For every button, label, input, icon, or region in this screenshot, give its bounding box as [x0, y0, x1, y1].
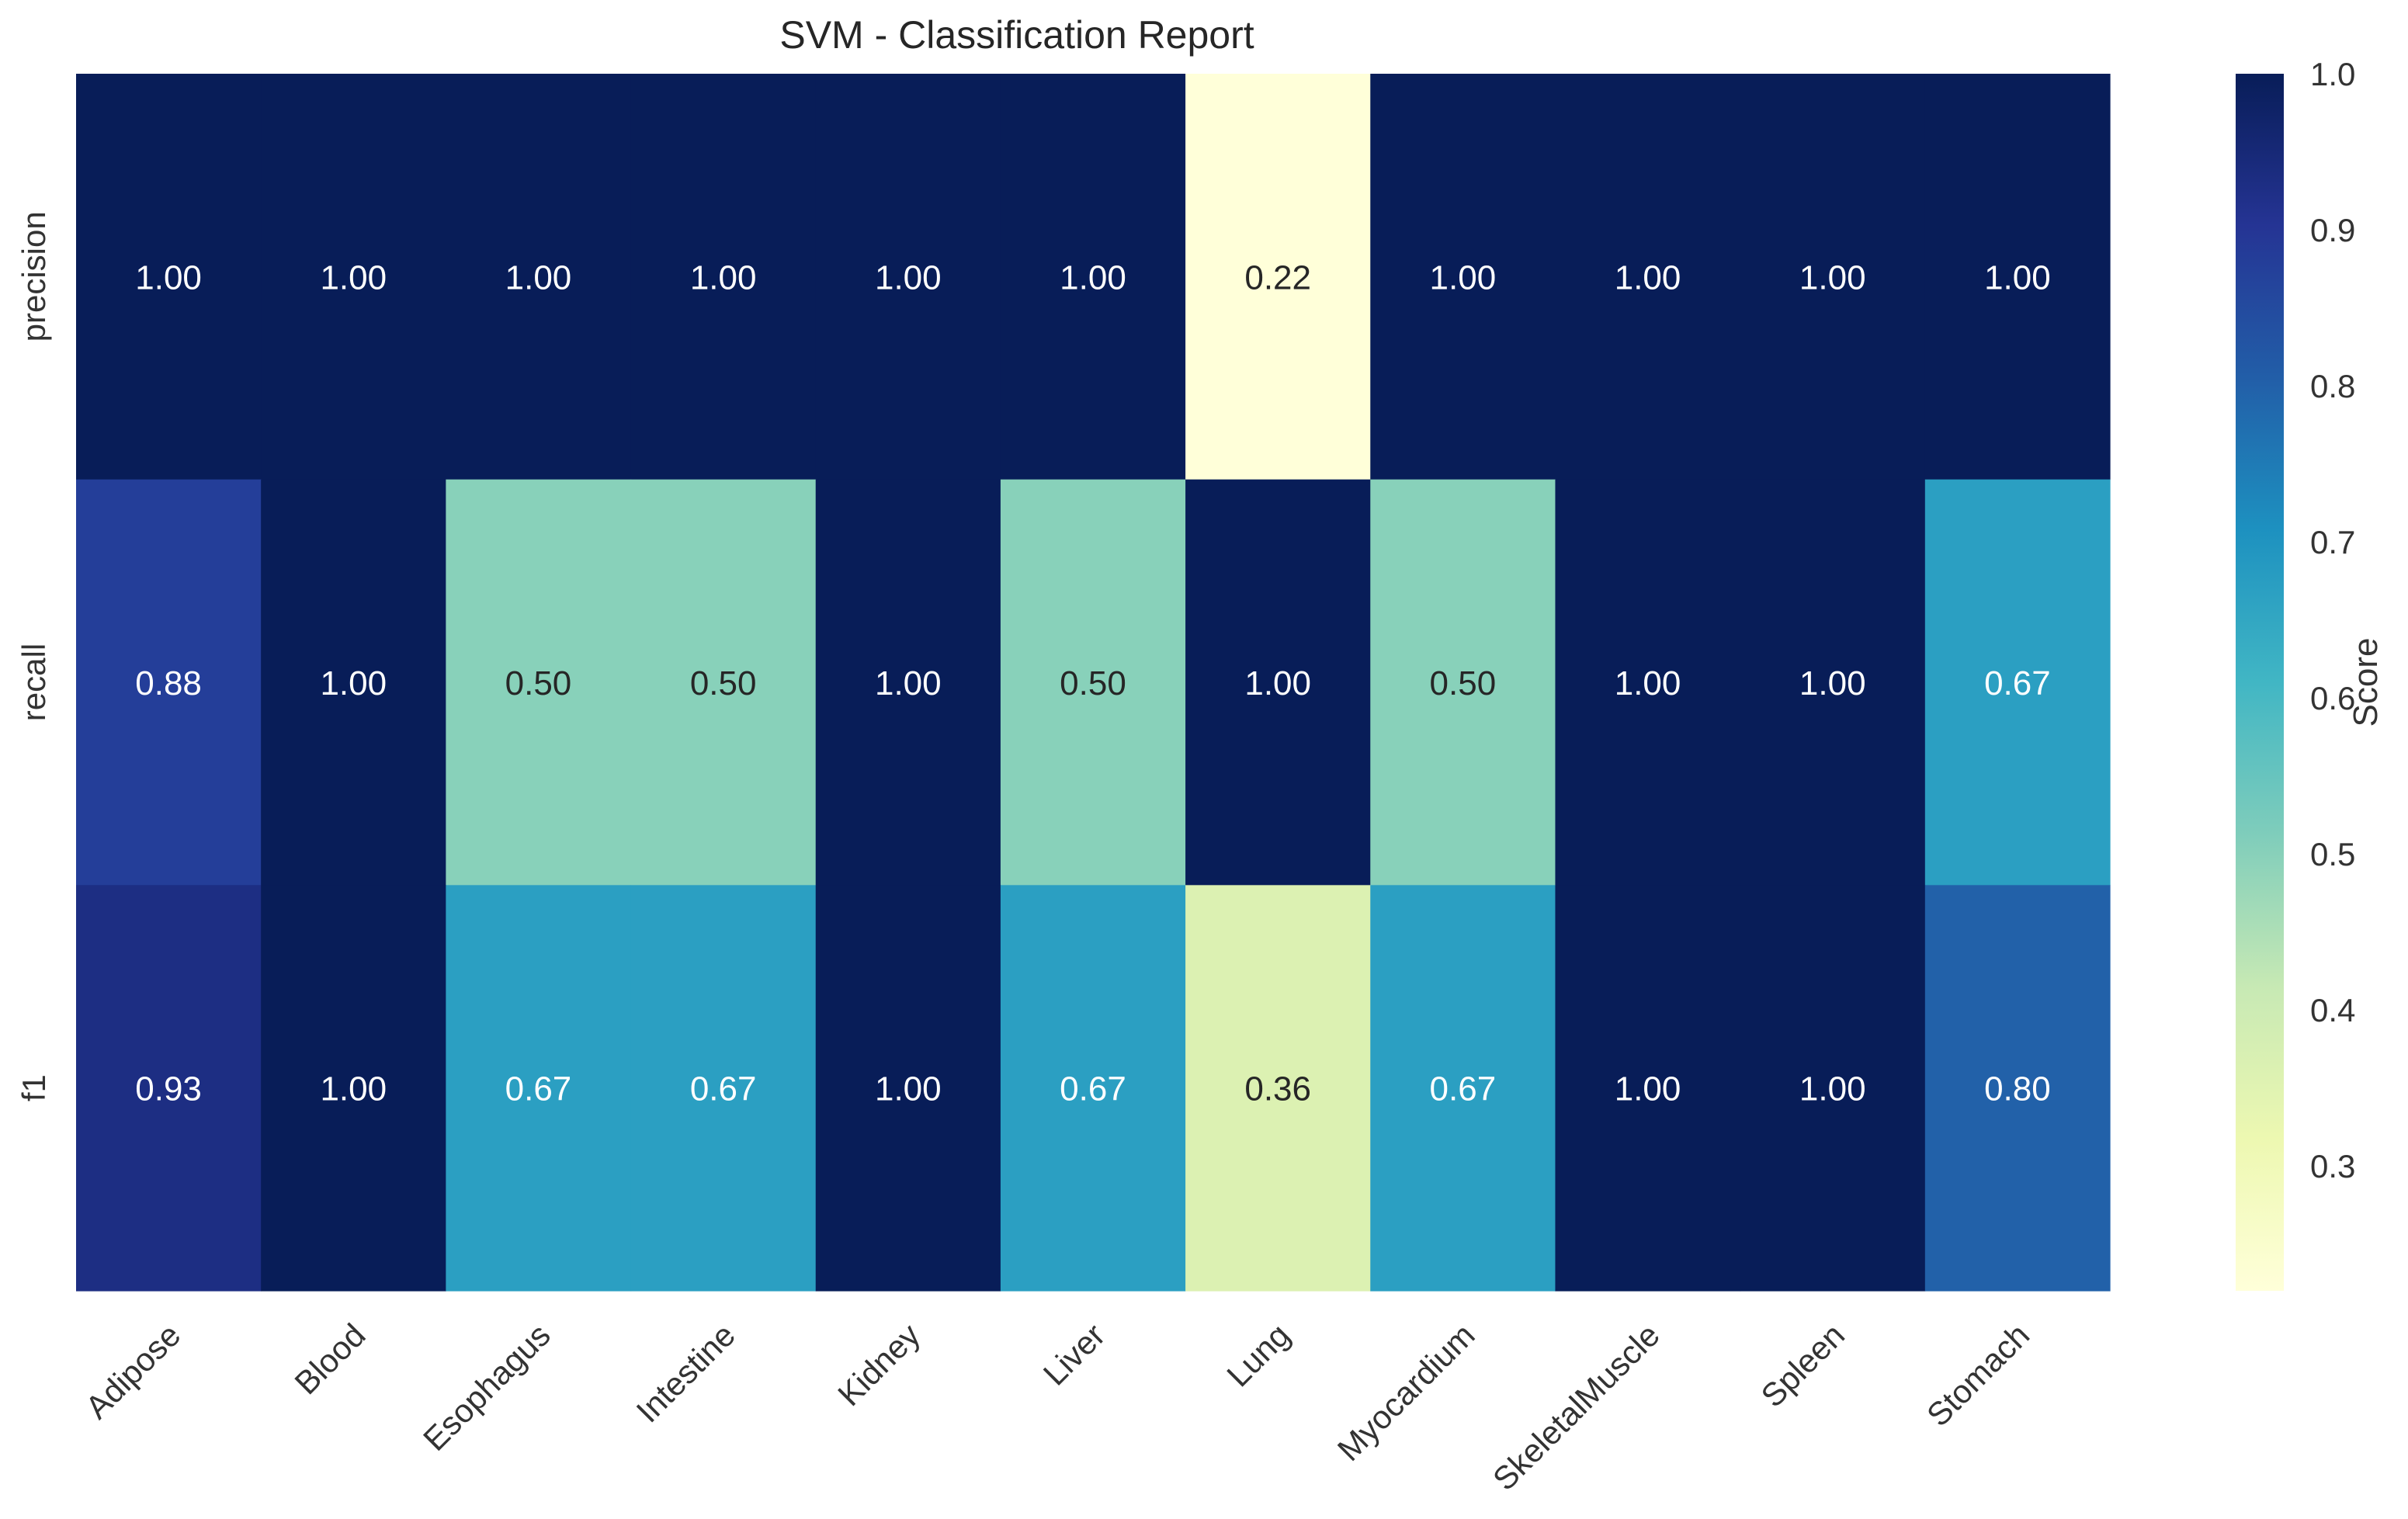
colorbar-gradient [2236, 74, 2284, 1291]
row-label: precision [16, 211, 52, 342]
cell-value: 1.00 [690, 258, 757, 297]
chart-title: SVM - Classification Report [779, 13, 1254, 57]
colorbar-tick-label: 0.7 [2310, 524, 2355, 560]
cell-value: 0.67 [1060, 1070, 1126, 1108]
cell-value: 0.67 [505, 1070, 572, 1108]
cell-value: 1.00 [135, 258, 202, 297]
heatmap-cell [1370, 74, 1556, 480]
colorbar-tick-label: 0.8 [2310, 368, 2355, 404]
cell-value: 1.00 [320, 1070, 387, 1108]
cell-value: 0.36 [1244, 1070, 1311, 1108]
colorbar-tick-label: 0.4 [2310, 992, 2355, 1028]
heatmap-cell [1924, 74, 2111, 480]
colorbar-tick-label: 0.3 [2310, 1148, 2355, 1184]
heatmap-cell [630, 885, 817, 1292]
heatmap-cell [815, 74, 1001, 480]
heatmap-cell [76, 885, 262, 1292]
heatmap-cell [1924, 479, 2111, 886]
column-label: Esophagus [416, 1316, 557, 1458]
heatmap-cell [1185, 74, 1371, 480]
heatmap-cell [815, 479, 1001, 886]
colorbar: 1.0 0.9 0.8 0.7 0.6 0.5 0.4 0.3 Score [2236, 56, 2385, 1291]
heatmap-cell [630, 479, 817, 886]
column-label: Stomach [1920, 1316, 2036, 1433]
heatmap-cell [1924, 885, 2111, 1292]
heatmap-cell [1370, 885, 1556, 1292]
row-labels: precision recall f1 [16, 211, 52, 1101]
heatmap-cell [76, 74, 262, 480]
cell-value: 1.00 [875, 1070, 942, 1108]
colorbar-tick-label: 0.5 [2310, 836, 2355, 872]
cell-value-labels: 1.00 1.00 1.00 1.00 1.00 1.00 0.22 1.00 1.00 1.00… [135, 258, 2050, 1108]
cell-value: 0.88 [135, 664, 202, 702]
colorbar-tick-label: 0.9 [2310, 212, 2355, 248]
heatmap-cell [261, 885, 446, 1292]
column-label: SkeletalMuscle [1486, 1316, 1667, 1497]
cell-value: 1.00 [320, 258, 387, 297]
cell-value: 1.00 [1430, 258, 1497, 297]
heatmap-cell [76, 479, 262, 886]
heatmap-cell [1555, 479, 1741, 886]
heatmap-cell [1555, 885, 1741, 1292]
heatmap-cell [815, 885, 1001, 1292]
heatmap-cell [1370, 479, 1556, 886]
cell-value: 1.00 [320, 664, 387, 702]
column-label: Adipose [78, 1316, 188, 1426]
column-label: Intestine [629, 1316, 742, 1430]
heatmap-cell [446, 74, 632, 480]
cell-value: 1.00 [1615, 664, 1681, 702]
row-label: recall [16, 643, 52, 721]
heatmap-cells [76, 74, 2111, 1292]
cell-value: 0.67 [1430, 1070, 1497, 1108]
column-label: Myocardium [1331, 1316, 1482, 1468]
cell-value: 0.50 [690, 664, 757, 702]
cell-value: 0.50 [1430, 664, 1497, 702]
column-label: Lung [1220, 1316, 1296, 1393]
heatmap-cell [261, 479, 446, 886]
column-label: Blood [287, 1316, 372, 1401]
cell-value: 0.93 [135, 1070, 202, 1108]
column-label: Spleen [1754, 1316, 1851, 1414]
column-labels: Adipose Blood Esophagus Intestine Kidney Live… [78, 1316, 2036, 1497]
heatmap-cell [1740, 74, 1926, 480]
heatmap-cell [446, 885, 632, 1292]
cell-value: 0.22 [1244, 258, 1311, 297]
colorbar-tick-label: 1.0 [2310, 56, 2355, 92]
cell-value: 1.00 [875, 258, 942, 297]
cell-value: 0.50 [505, 664, 572, 702]
heatmap-cell [261, 74, 446, 480]
heatmap-cell [1185, 479, 1371, 886]
heatmap-cell [630, 74, 817, 480]
cell-value: 1.00 [1799, 664, 1866, 702]
cell-value: 1.00 [1060, 258, 1126, 297]
colorbar-tick-label: 0.6 [2310, 680, 2355, 716]
heatmap-cell [1185, 885, 1371, 1292]
row-label: f1 [16, 1074, 52, 1101]
heatmap-cell [446, 479, 632, 886]
heatmap-cell [1000, 885, 1186, 1292]
cell-value: 1.00 [505, 258, 572, 297]
heatmap-cell [1740, 479, 1926, 886]
heatmap-cell [1555, 74, 1741, 480]
column-label: Liver [1036, 1316, 1112, 1392]
cell-value: 1.00 [875, 664, 942, 702]
cell-value: 1.00 [1244, 664, 1311, 702]
cell-value: 1.00 [1984, 258, 2051, 297]
cell-value: 1.00 [1799, 1070, 1866, 1108]
heatmap-cell [1740, 885, 1926, 1292]
colorbar-label: Score [2347, 638, 2385, 727]
cell-value: 0.80 [1984, 1070, 2051, 1108]
cell-value: 0.67 [690, 1070, 757, 1108]
heatmap-cell [1000, 74, 1186, 480]
cell-value: 1.00 [1799, 258, 1866, 297]
cell-value: 1.00 [1615, 258, 1681, 297]
cell-value: 0.67 [1984, 664, 2051, 702]
column-label: Kidney [831, 1316, 927, 1413]
cell-value: 0.50 [1060, 664, 1126, 702]
heatmap-cell [1000, 479, 1186, 886]
cell-value: 1.00 [1615, 1070, 1681, 1108]
